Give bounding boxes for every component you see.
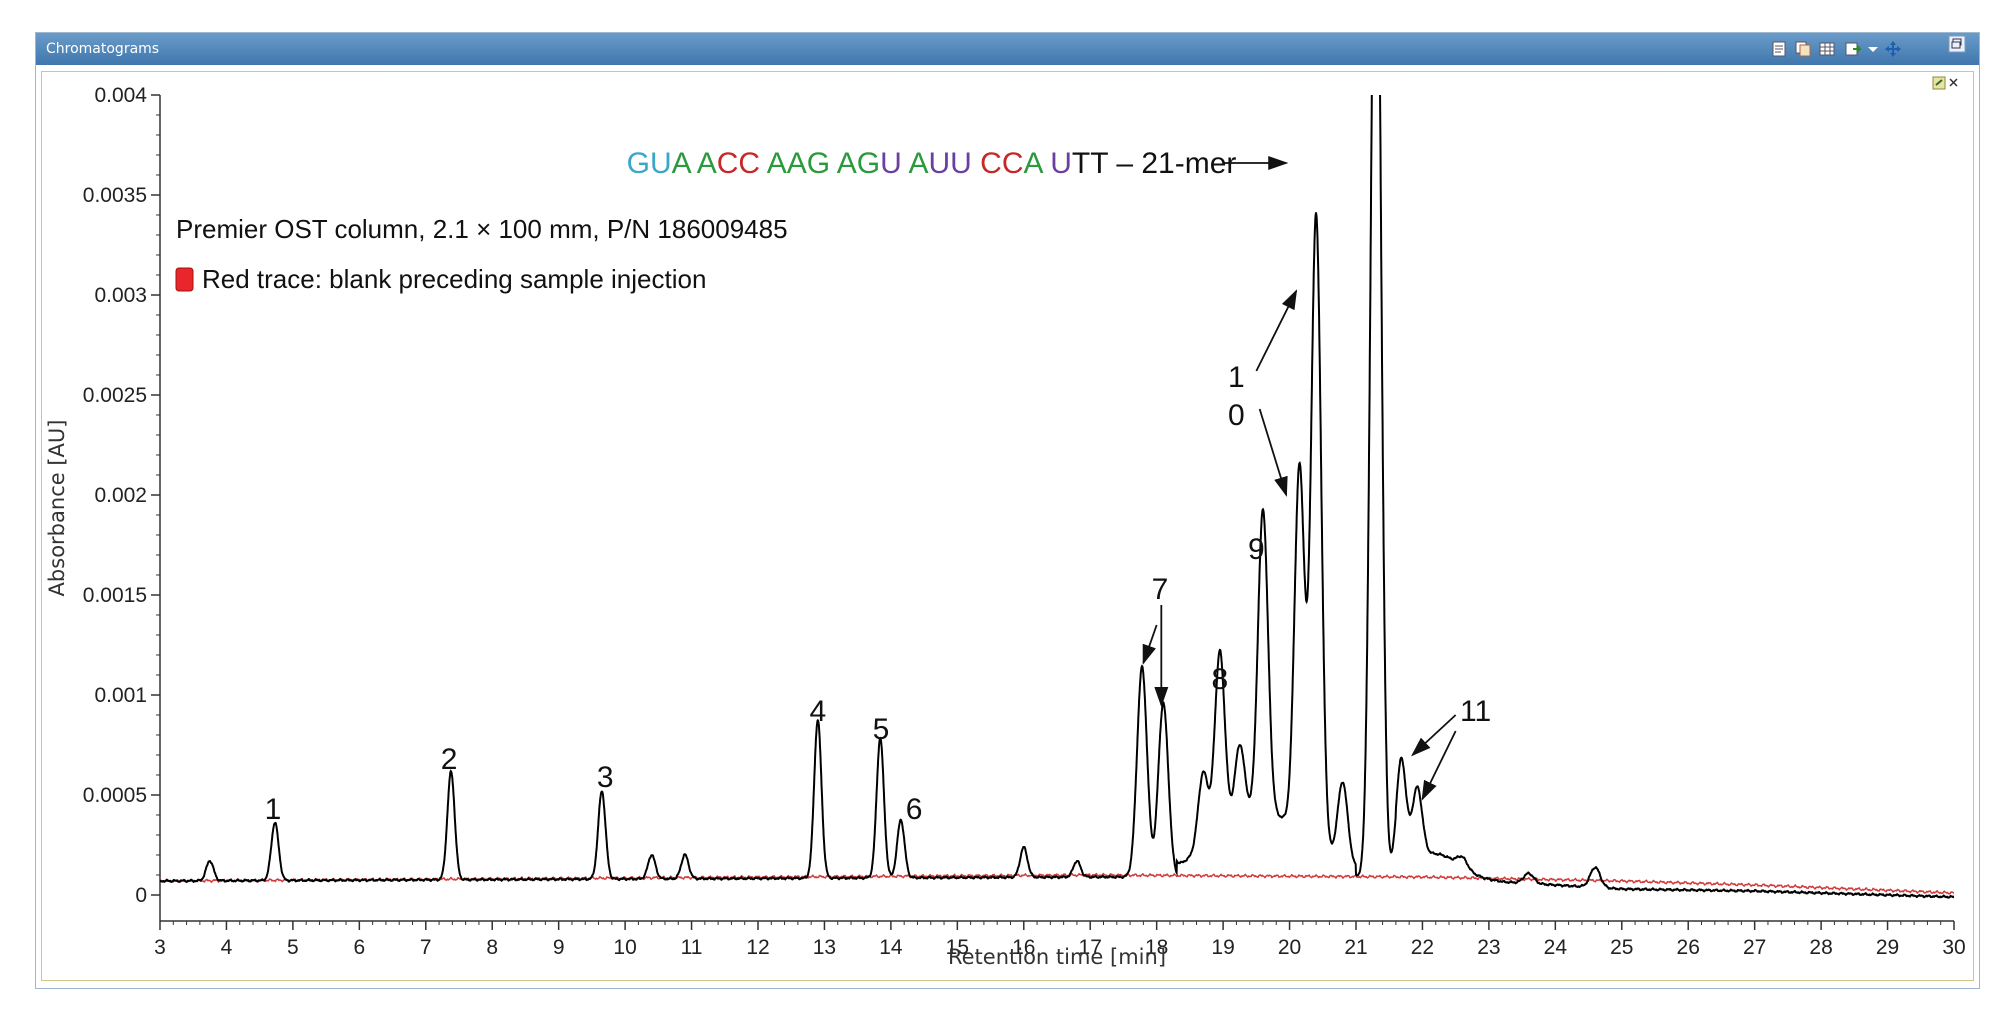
sequence-segment: CC	[980, 147, 1023, 180]
copy-icon[interactable]	[1794, 40, 1812, 58]
y-tick-label: 0	[135, 884, 147, 907]
x-tick-label: 13	[813, 936, 836, 959]
x-tick-label: 12	[746, 936, 769, 959]
close-icon[interactable]	[1949, 78, 1958, 87]
annotation-arrow	[1411, 714, 1457, 757]
peak-label: 7	[1152, 573, 1169, 606]
peak-label: 11	[1460, 695, 1491, 728]
annotation-arrow	[1142, 624, 1158, 665]
pan-icon[interactable]	[1884, 40, 1902, 58]
x-tick-label: 21	[1344, 936, 1367, 959]
annotation-arrow	[1255, 289, 1298, 372]
chromatogram-chart: 3 4 5 6 7 8 9 10 11 12 13 14 15 16 17 18 19 20 21 22 23 24 25 2…	[45, 76, 1966, 969]
sequence-segment: U	[880, 147, 908, 180]
x-tick-label: 17	[1079, 936, 1102, 959]
title-bar: Chromatograms	[36, 33, 1979, 65]
dropdown-icon[interactable]	[1864, 40, 1882, 58]
x-tick-label: 8	[486, 936, 498, 959]
y-tick-label: 0.0025	[83, 384, 147, 407]
sequence-segment: TT – 21-mer	[1072, 147, 1237, 180]
x-tick-label: 29	[1876, 936, 1899, 959]
x-tick-label: 18	[1145, 936, 1168, 959]
y-tick-label: 0.0035	[83, 184, 147, 207]
chromatograms-window: Chromatograms 3 4 5 6 7 8 9 10 11 12 13 14 15 16 17 18 1…	[35, 32, 1980, 989]
sequence-segment: AAG	[767, 147, 837, 180]
peak-label: 6	[906, 793, 923, 826]
report-icon[interactable]	[1771, 40, 1789, 58]
x-tick-label: 4	[221, 936, 233, 959]
y-tick-label: 0.004	[94, 84, 147, 107]
sequence-segment: A	[908, 147, 928, 180]
sequence-segment: A	[697, 147, 717, 180]
restore-icon[interactable]	[1948, 35, 1966, 53]
sequence-segment: A	[672, 147, 697, 180]
x-tick-label: 3	[154, 936, 166, 959]
x-tick-label: 30	[1942, 936, 1965, 959]
x-tick-label: 19	[1211, 936, 1234, 959]
x-tick-label: 7	[420, 936, 432, 959]
blank-trace-line	[160, 872, 1954, 895]
x-tick-label: 9	[553, 936, 565, 959]
sequence-segment: CC	[717, 147, 767, 180]
x-tick-label: 26	[1677, 936, 1700, 959]
y-tick-label: 0.0015	[83, 584, 147, 607]
x-axis-label: Retention time [min]	[948, 945, 1166, 969]
peak-label: 4	[809, 695, 826, 728]
x-tick-label: 14	[879, 936, 903, 959]
peak-label: 1	[265, 793, 282, 826]
x-tick-label: 10	[613, 936, 636, 959]
x-tick-label: 16	[1012, 936, 1035, 959]
peak-label: 5	[873, 713, 890, 746]
y-tick-label: 0.002	[94, 484, 147, 507]
legend-swatch-blank	[175, 267, 194, 292]
x-tick-label: 28	[1809, 936, 1832, 959]
sequence-segment: U	[1050, 147, 1072, 180]
plot-area: 3 4 5 6 7 8 9 10 11 12 13 14 15 16 17 18 19 20 21 22 23 24 25 2…	[41, 71, 1974, 981]
x-tick-label: 6	[353, 936, 365, 959]
legend-blank-trace: Red trace: blank preceding sample inject…	[202, 264, 706, 294]
x-tick-label: 24	[1544, 936, 1568, 959]
peak-label: 8	[1211, 663, 1228, 696]
x-tick-label: 15	[946, 936, 969, 959]
sequence-segment: AG	[837, 147, 880, 180]
x-tick-label: 23	[1477, 936, 1500, 959]
sequence-segment: GU	[627, 147, 672, 180]
x-tick-label: 20	[1278, 936, 1301, 959]
sample-trace-line	[160, 95, 1954, 899]
peak-label: 9	[1248, 533, 1265, 566]
pin-icon[interactable]	[1932, 76, 1946, 90]
column-note: Premier OST column, 2.1 × 100 mm, P/N 18…	[176, 214, 788, 244]
table-icon[interactable]	[1818, 40, 1836, 58]
annotation-arrow	[1258, 408, 1288, 497]
sequence-segment: A	[1024, 147, 1051, 180]
peak-label: 1	[1228, 361, 1245, 394]
sequence-label: GUA ACC AAG AGU AUU CCA UTT – 21-mer	[627, 147, 1237, 180]
y-tick-label: 0.001	[94, 684, 147, 707]
y-axis-label: Absorbance [AU]	[45, 420, 69, 597]
y-tick-label: 0.0005	[83, 784, 147, 807]
y-tick-label: 0.003	[94, 284, 147, 307]
window-title: Chromatograms	[46, 41, 160, 57]
x-tick-label: 11	[681, 936, 703, 959]
peak-label: 2	[441, 743, 458, 776]
x-tick-label: 27	[1743, 936, 1766, 959]
x-tick-label: 5	[287, 936, 299, 959]
peak-label: 0	[1228, 399, 1245, 432]
export-icon[interactable]	[1844, 40, 1862, 58]
annotation-arrow	[1421, 730, 1457, 801]
sequence-segment: UU	[929, 147, 981, 180]
peak-label: 3	[597, 761, 614, 794]
x-tick-label: 22	[1411, 936, 1434, 959]
x-tick-label: 25	[1610, 936, 1633, 959]
